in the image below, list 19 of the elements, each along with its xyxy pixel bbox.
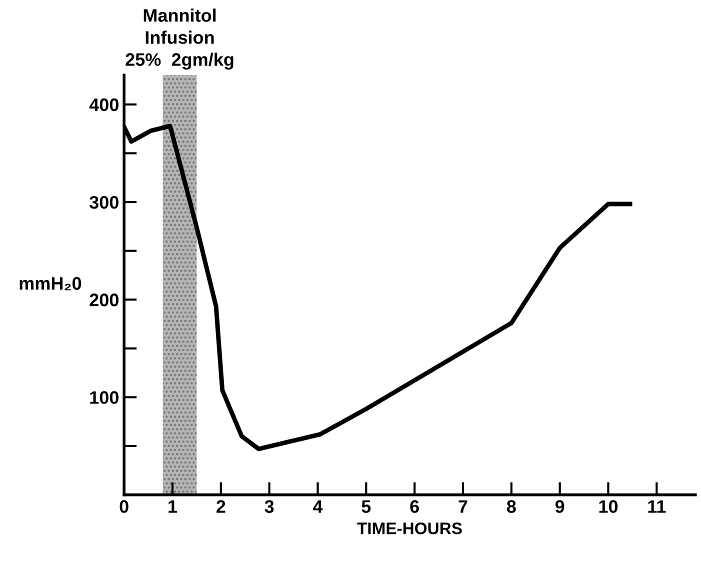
y-tick-label: 200 <box>90 294 118 306</box>
y-tick-label: 400 <box>89 98 118 112</box>
y-tick-label: 300 <box>90 196 118 209</box>
x-axis-title: TIME-HOURS <box>357 522 462 534</box>
x-tick-label: 1 <box>168 500 178 513</box>
x-tick-label: 3 <box>264 500 274 513</box>
x-tick-label: 7 <box>458 500 468 513</box>
x-tick-label: 8 <box>506 500 516 513</box>
y-axis-title: mmH₂0 <box>20 277 82 290</box>
x-tick-label: 10 <box>599 500 618 513</box>
x-tick-label: 2 <box>216 500 226 513</box>
x-tick-label: 0 <box>120 500 128 513</box>
band-label: Mannitol Infusion 25% 2gm/kg <box>126 8 234 70</box>
x-tick-label: 6 <box>410 500 419 513</box>
y-tick-label: 100 <box>90 391 118 404</box>
x-tick-label: 4 <box>312 500 323 513</box>
x-tick-label: 5 <box>362 500 371 513</box>
x-tick-label: 11 <box>648 500 666 513</box>
x-tick-label: 9 <box>555 500 564 513</box>
